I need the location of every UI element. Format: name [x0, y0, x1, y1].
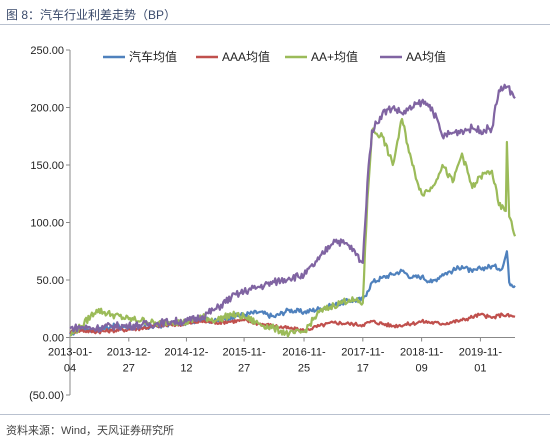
x-axis-ticks: 2013-01- 04 2013-12- 27 2014-12- 12 2015-11- 27…	[48, 337, 503, 375]
y-axis-ticks: (50.00) 0.00 50.00 100.00 150.00 200.00 250.00	[29, 45, 70, 402]
y-tick-label: 250.00	[30, 45, 64, 57]
x-tick-label-line2: 25	[298, 363, 310, 375]
series-line-2	[69, 312, 516, 335]
legend-label: AA+均值	[311, 49, 358, 64]
legend: 汽车均值 AAA均值 AA+均值 AA均值	[103, 49, 446, 64]
y-tick-label: 0.00	[43, 333, 64, 345]
legend-label: AA均值	[406, 49, 446, 64]
x-tick-label: 2015-11-	[222, 347, 266, 359]
x-tick-label: 2017-11-	[341, 347, 385, 359]
x-tick-label-line2: 27	[238, 363, 250, 375]
x-tick-label-line2: 01	[474, 363, 486, 375]
x-tick-label-line2: 04	[64, 363, 76, 375]
y-tick-label: 100.00	[30, 218, 64, 230]
x-tick-label: 2014-12-	[164, 347, 208, 359]
x-tick-label: 2013-01-	[48, 347, 92, 359]
x-tick-label: 2013-12-	[107, 347, 151, 359]
y-tick-label: 200.00	[30, 103, 64, 115]
series-lines	[69, 83, 517, 338]
x-tick-label: 2016-11-	[282, 347, 326, 359]
y-tick-label: 150.00	[30, 160, 64, 172]
x-tick-label: 2019-11-	[459, 347, 503, 359]
figure-title: 图 8：汽车行业利差走势（BP）	[6, 8, 177, 22]
x-tick-label-line2: 17	[357, 363, 369, 375]
legend-label: 汽车均值	[129, 49, 177, 64]
x-tick-label: 2018-11-	[400, 347, 444, 359]
x-tick-label-line2: 12	[180, 363, 192, 375]
title-divider	[0, 24, 550, 25]
legend-label: AAA均值	[222, 49, 270, 64]
source-divider	[0, 414, 550, 415]
source-note: 资料来源：Wind，天风证券研究所	[6, 425, 175, 437]
series-line-3	[70, 117, 517, 338]
x-tick-label-line2: 09	[415, 363, 427, 375]
plot-area: (50.00) 0.00 50.00 100.00 150.00 200.00 250.00…	[29, 45, 517, 402]
x-tick-label-line2: 27	[123, 363, 135, 375]
y-tick-label: (50.00)	[29, 390, 64, 402]
y-tick-label: 50.00	[36, 275, 64, 287]
series-line-4	[69, 83, 516, 333]
